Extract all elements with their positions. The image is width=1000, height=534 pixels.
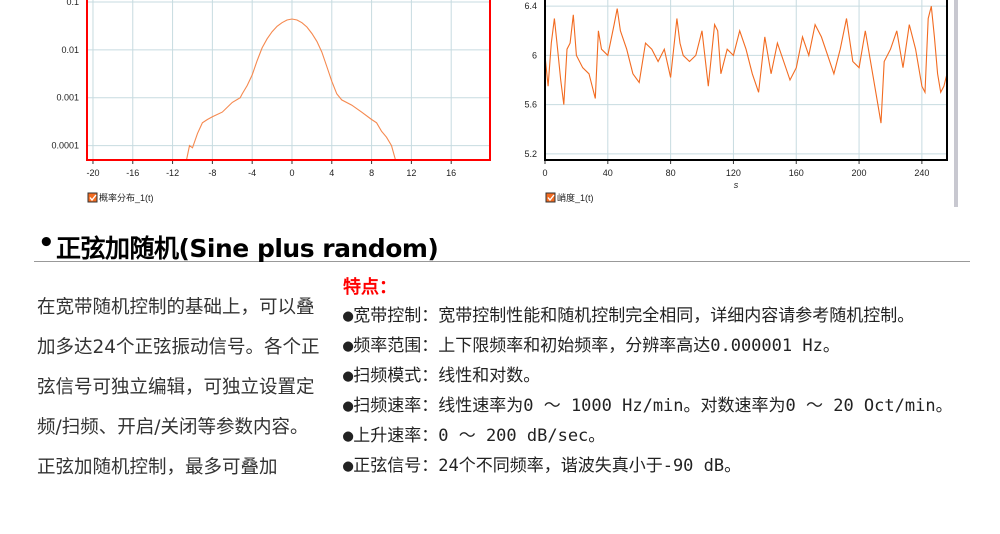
x-axis-label: s xyxy=(734,180,739,190)
description: 在宽带随机控制的基础上，可以叠加多达24个正弦振动信号。各个正弦信号可独立编辑，… xyxy=(37,288,332,488)
description-paragraph: 在宽带随机控制的基础上，可以叠加多达24个正弦振动信号。各个正弦信号可独立编辑，… xyxy=(37,297,320,438)
check-icon xyxy=(89,194,97,202)
y-tick-label: 6 xyxy=(532,50,537,60)
feature-item: ●正弦信号：24个不同频率，谐波失真小于-90 dB。 xyxy=(343,456,742,476)
x-tick-label: -4 xyxy=(248,168,256,178)
x-tick-label: 40 xyxy=(603,168,613,178)
legend-checkbox xyxy=(545,192,556,203)
y-tick-label: 0.0001 xyxy=(51,141,79,151)
x-tick-label: 80 xyxy=(666,168,676,178)
legend-label: 峭度_1(t) xyxy=(557,192,594,203)
x-tick-label: 0 xyxy=(289,168,294,178)
check-icon xyxy=(547,194,555,202)
y-tick-label: 0.1 xyxy=(66,0,79,7)
x-tick-label: -12 xyxy=(166,168,179,178)
x-tick-label: 120 xyxy=(726,168,741,178)
x-tick-label: -8 xyxy=(208,168,216,178)
probability-distribution-chart: -20 -16 -12 -8 -4 0 4 8 12 16 0.1 0.01 0.001 0.0001 概率… xyxy=(51,0,491,203)
plot-border xyxy=(86,0,491,161)
data-series-line xyxy=(544,6,948,124)
section-heading: • 正弦加随机(Sine plus random) xyxy=(34,228,970,263)
features-title: 特点： xyxy=(343,277,397,298)
feature-item: ●扫频模式：线性和对数。 xyxy=(343,366,541,386)
x-tick-label: -20 xyxy=(86,168,99,178)
feature-item: ●上升速率：0 ～ 200 dB/sec。 xyxy=(343,426,606,446)
legend-label: 概率分布_1(t) xyxy=(99,192,154,203)
x-tick-label: 240 xyxy=(914,168,929,178)
x-tick-label: 200 xyxy=(852,168,867,178)
scrollbar[interactable] xyxy=(954,0,958,207)
y-tick-label: 5.2 xyxy=(524,149,537,159)
x-tick-label: 12 xyxy=(406,168,416,178)
legend-checkbox xyxy=(87,192,98,203)
plot-border xyxy=(544,0,948,161)
x-tick-label: 160 xyxy=(789,168,804,178)
x-tick-label: 0 xyxy=(542,168,547,178)
y-tick-label: 6.4 xyxy=(524,1,537,11)
feature-item: ●宽带控制：宽带控制性能和随机控制完全相同，详细内容请参考随机控制。 xyxy=(343,306,915,326)
feature-item: ●扫频速率：线性速率为0 ～ 1000 Hz/min。对数速率为0 ～ 20 O… xyxy=(343,396,953,416)
x-tick-label: 16 xyxy=(446,168,456,178)
features-list: 特点： ●宽带控制：宽带控制性能和随机控制完全相同，详细内容请参考随机控制。 ●… xyxy=(343,275,973,481)
feature-item: ●频率范围：上下限频率和初始频率，分辨率高达0.000001 Hz。 xyxy=(343,336,840,356)
x-tick-label: -16 xyxy=(126,168,139,178)
description-paragraph: 正弦加随机控制，最多可叠加 xyxy=(37,457,278,478)
kurtosis-chart: 0 40 80 120 160 200 240 6.4 6 5.6 5.2 s 峭度_1(t) xyxy=(524,0,948,203)
bullet-icon: • xyxy=(38,228,55,258)
y-tick-label: 0.001 xyxy=(56,93,79,103)
y-tick-label: 0.01 xyxy=(61,45,79,55)
x-tick-label: 8 xyxy=(369,168,374,178)
x-tick-label: 4 xyxy=(329,168,334,178)
charts-area: -20 -16 -12 -8 -4 0 4 8 12 16 0.1 0.01 0.001 0.0001 概率… xyxy=(51,0,948,203)
section-title: 正弦加随机(Sine plus random) xyxy=(56,234,439,263)
y-tick-label: 5.6 xyxy=(524,100,537,110)
data-series-line xyxy=(185,18,397,161)
